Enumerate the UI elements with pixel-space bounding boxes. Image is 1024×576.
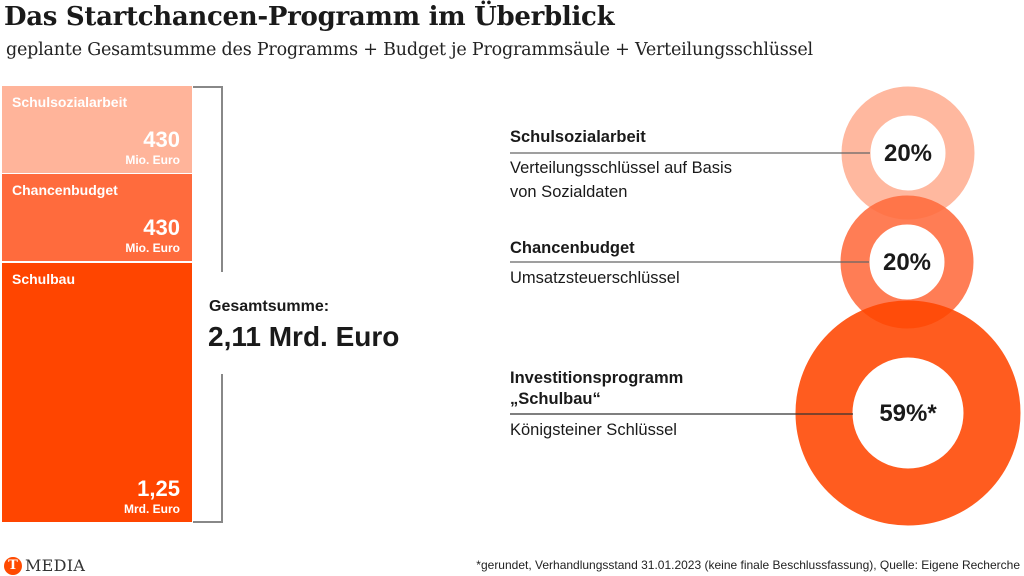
bracket-top: [193, 86, 223, 88]
bracket-upper: [221, 86, 223, 272]
desc-line: Umsatzsteuerschlüssel: [510, 269, 680, 287]
distribution-title: Chancenbudget: [510, 239, 635, 257]
logo-text: MEDIA: [25, 556, 86, 575]
bar-value: 430: [143, 215, 180, 240]
distribution-desc: Königsteiner Schlüssel: [510, 419, 677, 443]
distribution-title: Schulsozialarbeit: [510, 128, 646, 146]
distribution-title: Investitionsprogramm „Schulbau“: [510, 368, 683, 409]
bar-unit: Mio. Euro: [125, 153, 180, 167]
title-line: „Schulbau“: [510, 389, 601, 408]
bar-label: Schulbau: [12, 271, 76, 287]
desc-line: Verteilungsschlüssel auf Basis: [510, 159, 732, 177]
bracket-lower: [221, 374, 223, 522]
logo: T MEDIA: [4, 556, 85, 575]
desc-line: von Sozialdaten: [510, 182, 628, 201]
bar-segment-chancenbudget: Chancenbudget 430 Mio. Euro: [2, 174, 192, 261]
bracket-bottom: [193, 521, 223, 523]
bar-value: 430: [143, 127, 180, 152]
total-value: 2,11 Mrd. Euro: [208, 321, 400, 352]
percent-chancenbudget: 20%: [882, 249, 932, 276]
chart-title: Das Startchancen-Programm im Überblick: [4, 2, 615, 32]
footnote: *gerundet, Verhandlungsstand 31.01.2023 …: [476, 558, 1020, 572]
chart-subtitle: geplante Gesamtsumme des Programms + Bud…: [6, 40, 813, 60]
percent-schulsozialarbeit: 20%: [883, 140, 933, 167]
bar-segment-schulsozialarbeit: Schulsozialarbeit 430 Mio. Euro: [2, 86, 192, 173]
distribution-desc: Verteilungsschlüssel auf Basis von Sozia…: [510, 157, 732, 205]
bar-label: Schulsozialarbeit: [12, 94, 128, 110]
desc-line: Königsteiner Schlüssel: [510, 421, 677, 439]
distribution-desc: Umsatzsteuerschlüssel: [510, 267, 680, 291]
bar-unit: Mio. Euro: [125, 241, 180, 255]
logo-t-icon: T: [4, 556, 22, 575]
donut-schulbau: [795, 300, 1021, 526]
bar-segment-schulbau: Schulbau 1,25 Mrd. Euro: [2, 263, 192, 522]
total-label: Gesamtsumme:: [209, 298, 330, 315]
title-line: Investitionsprogramm: [510, 369, 684, 387]
bar-unit: Mrd. Euro: [124, 502, 180, 516]
bar-label: Chancenbudget: [12, 182, 118, 198]
bar-value: 1,25: [137, 476, 180, 501]
percent-schulbau: 59%*: [879, 400, 937, 427]
